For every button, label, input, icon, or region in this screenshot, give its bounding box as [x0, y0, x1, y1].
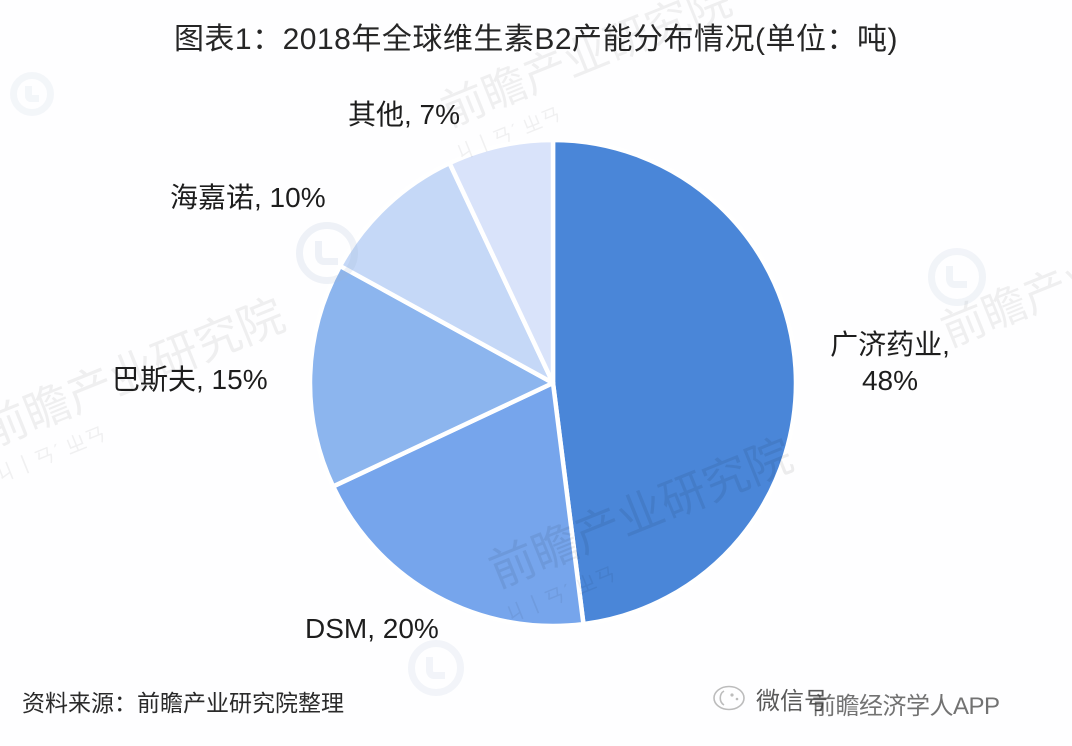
pie-label-dsm: DSM, 20% [305, 613, 439, 644]
chart-title: 图表1：2018年全球维生素B2产能分布情况(单位：吨) [173, 23, 899, 56]
pie-label-guangji-line1: 广济药业, [830, 329, 950, 360]
pie-chart-svg [310, 140, 796, 626]
pie-label-haijianuo: 海嘉诺, 10% [170, 182, 326, 213]
qianzhan-watermark-logo-icon [408, 640, 464, 696]
source-note: 资料来源：前瞻产业研究院整理 [22, 690, 344, 716]
pie-label-guangji-pharma: 广济药业, 48% [800, 327, 980, 399]
pie-label-basf: 巴斯夫, 15% [112, 364, 268, 395]
watermark-text: ㄐ丨ㄢˊ ㄓㄢ [0, 422, 110, 488]
footer-text-group: 微信号 前瞻经济学人APP [756, 681, 1056, 720]
pie-slice-group [310, 140, 796, 626]
pie-slice-海嘉诺[interactable] [337, 160, 556, 386]
pie-slice-广济药业[interactable] [550, 140, 796, 626]
pie-slice-其他[interactable] [447, 140, 556, 386]
pie-chart [310, 140, 796, 626]
qianzhan-watermark-logo-icon [928, 248, 986, 306]
pie-label-guangji-line2: 48% [861, 364, 919, 396]
pie-slice-DSM[interactable] [330, 380, 586, 626]
footer-brand: 微信号 前瞻经济学人APP [712, 681, 1056, 720]
pie-slice-巴斯夫[interactable] [310, 263, 556, 489]
footer-wechat-label: 微信号 [756, 688, 828, 715]
footer-app-label: 前瞻经济学人APP [812, 693, 1000, 720]
pie-label-other: 其他, 7% [348, 99, 461, 130]
qianzhan-logo-icon [713, 685, 745, 711]
qianzhan-watermark-logo-icon [10, 72, 54, 116]
